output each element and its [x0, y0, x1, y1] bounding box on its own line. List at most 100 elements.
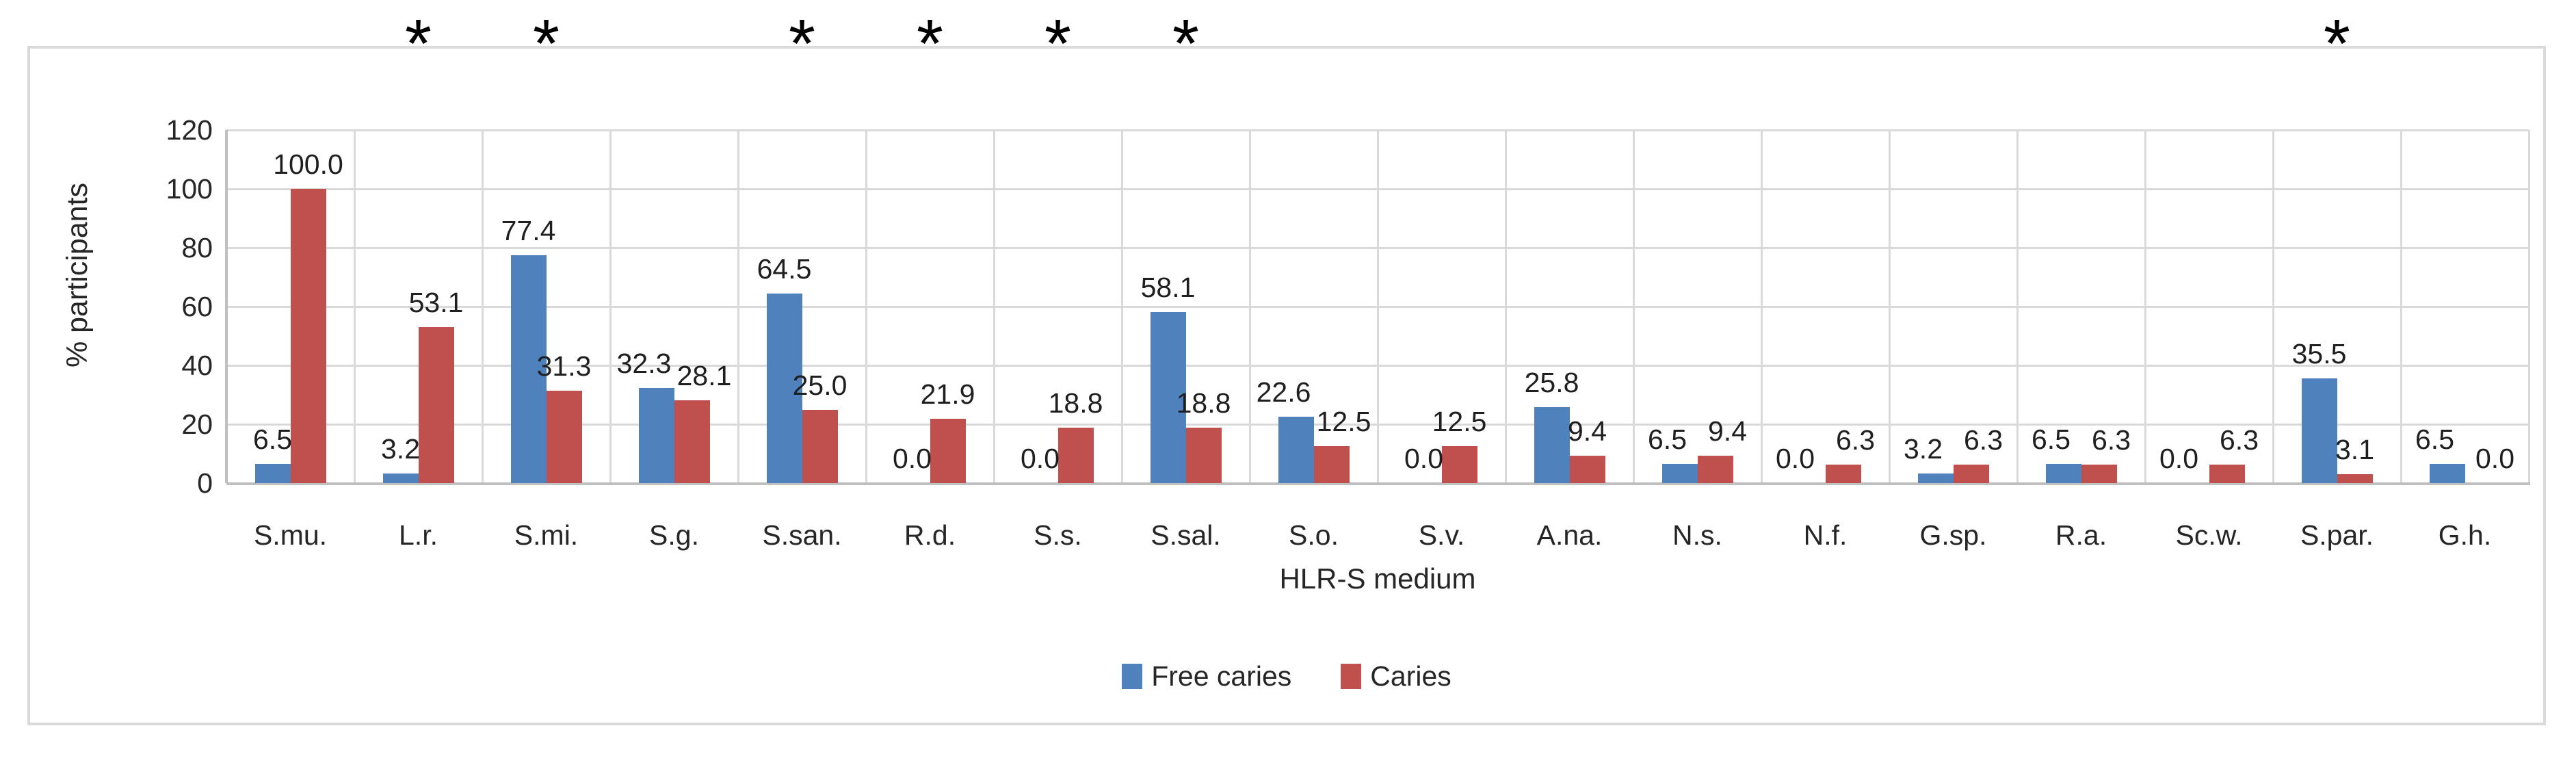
category-label-Spar: S.par. — [2300, 519, 2374, 551]
value-label-free-caries-Nf: 0.0 — [1776, 443, 1815, 474]
value-label-caries-Sv: 12.5 — [1432, 406, 1487, 438]
value-label-free-caries-Spar: 35.5 — [2291, 338, 2347, 370]
legend-swatch-free-caries — [1122, 663, 1143, 689]
gridline-x-11 — [1633, 130, 1635, 483]
value-label-caries-Gh: 0.0 — [2475, 443, 2514, 474]
value-label-free-caries-Sv: 0.0 — [1404, 443, 1443, 474]
value-label-free-caries-Ns: 6.5 — [1648, 424, 1687, 456]
bar-free-caries-Lr — [382, 474, 419, 483]
category-label-Ra: R.a. — [2055, 519, 2107, 551]
bar-caries-Nf — [1825, 464, 1861, 483]
category-label-Smi: S.mi. — [514, 519, 579, 551]
bar-caries-Rd — [930, 418, 966, 483]
value-label-free-caries-Ssan: 64.5 — [757, 252, 812, 285]
y-tick-60: 60 — [181, 291, 213, 322]
y-axis-line — [225, 130, 228, 483]
category-label-Smu: S.mu. — [253, 519, 328, 551]
x-axis-title: HLR-S medium — [1279, 562, 1476, 595]
legend-item-free-caries: Free caries — [1122, 659, 1291, 693]
value-label-free-caries-Ana: 25.8 — [1524, 367, 1579, 399]
significance-asterisk-Spar: * — [2324, 5, 2350, 82]
category-label-Ana: A.na. — [1536, 519, 1603, 551]
legend-label-caries: Caries — [1370, 660, 1451, 692]
gridline-x-13 — [1889, 130, 1891, 483]
category-label-Nf: N.f. — [1803, 519, 1848, 551]
gridline-x-18 — [2528, 130, 2530, 483]
bar-free-caries-Ra — [2045, 464, 2081, 483]
category-label-Rd: R.d. — [904, 519, 956, 551]
gridline-x-10 — [1505, 130, 1507, 483]
significance-asterisk-Rd: * — [917, 5, 943, 82]
value-label-free-caries-Scw: 0.0 — [2159, 443, 2198, 474]
bar-caries-Scw — [2209, 464, 2245, 483]
value-label-free-caries-Lr: 3.2 — [381, 433, 420, 465]
bar-caries-Ssal — [1185, 428, 1222, 483]
value-label-free-caries-Ra: 6.5 — [2032, 424, 2071, 456]
significance-asterisk-Lr: * — [405, 5, 432, 82]
bar-caries-Lr — [418, 326, 454, 483]
gridline-x-16 — [2272, 130, 2274, 483]
category-label-Ns: N.s. — [1672, 519, 1722, 551]
bar-caries-Gsp — [1953, 464, 1989, 483]
value-label-caries-Ss: 18.8 — [1048, 387, 1103, 419]
value-label-free-caries-Smi: 77.4 — [501, 215, 556, 247]
bar-caries-Ss — [1057, 428, 1094, 483]
significance-asterisk-Smi: * — [533, 5, 560, 82]
bar-caries-Ssan — [802, 409, 838, 483]
value-label-caries-Gsp: 6.3 — [1964, 424, 2003, 456]
bar-free-caries-Smi — [510, 255, 547, 483]
bar-free-caries-Smu — [254, 464, 291, 483]
gridline-x-17 — [2400, 130, 2402, 483]
value-label-caries-Ssan: 25.0 — [792, 369, 847, 401]
bar-free-caries-So — [1278, 416, 1314, 483]
bar-caries-Smi — [546, 391, 582, 483]
bar-caries-Ns — [1697, 455, 1733, 483]
y-tick-100: 100 — [166, 173, 213, 205]
category-label-Sg: S.g. — [649, 519, 699, 551]
bar-free-caries-Gh — [2429, 464, 2465, 483]
legend-item-caries: Caries — [1341, 659, 1451, 693]
bar-caries-Ra — [2081, 464, 2117, 483]
bar-caries-Ana — [1569, 455, 1605, 483]
category-label-Lr: L.r. — [399, 519, 438, 551]
category-label-Gh: G.h. — [2438, 519, 2492, 551]
y-tick-40: 40 — [181, 350, 213, 381]
bar-caries-Spar — [2337, 474, 2373, 483]
category-label-Sv: S.v. — [1418, 519, 1465, 551]
bar-free-caries-Gsp — [1917, 474, 1954, 483]
value-label-free-caries-Ss: 0.0 — [1021, 443, 1060, 474]
value-label-caries-Scw: 6.3 — [2220, 424, 2259, 456]
significance-asterisk-Ssal: * — [1172, 5, 1199, 82]
value-label-free-caries-Sg: 32.3 — [616, 348, 672, 380]
value-label-caries-So: 12.5 — [1316, 406, 1371, 438]
category-label-Ss: S.s. — [1034, 519, 1082, 551]
y-tick-0: 0 — [197, 467, 213, 499]
bar-caries-Sg — [674, 400, 710, 483]
value-label-caries-Smi: 31.3 — [536, 350, 592, 382]
value-label-free-caries-Gsp: 3.2 — [1904, 433, 1943, 465]
legend-label-free-caries: Free caries — [1151, 660, 1292, 692]
y-tick-80: 80 — [181, 232, 213, 263]
bar-free-caries-Ssan — [766, 293, 802, 483]
value-label-free-caries-So: 22.6 — [1256, 376, 1311, 408]
y-axis-title: % participants — [61, 182, 94, 368]
gridline-x-9 — [1377, 130, 1379, 483]
value-label-caries-Spar: 3.1 — [2335, 433, 2374, 465]
gridline-x-14 — [2016, 130, 2019, 483]
value-label-free-caries-Ssal: 58.1 — [1140, 272, 1196, 304]
value-label-caries-Ssal: 18.8 — [1176, 387, 1231, 419]
bar-free-caries-Ns — [1661, 464, 1698, 483]
value-label-caries-Ana: 9.4 — [1568, 415, 1607, 447]
legend-swatch-caries — [1341, 663, 1362, 689]
gridline-x-2 — [482, 130, 484, 483]
gridline-x-6 — [993, 130, 995, 483]
gridline-x-7 — [1121, 130, 1123, 483]
x-axis-line — [226, 482, 2530, 485]
significance-asterisk-Ssan: * — [789, 5, 815, 82]
gridline-x-5 — [865, 130, 867, 483]
value-label-caries-Sg: 28.1 — [676, 360, 732, 392]
category-label-Gsp: G.sp. — [1919, 519, 1987, 551]
value-label-free-caries-Gh: 6.5 — [2415, 424, 2454, 456]
value-label-caries-Lr: 53.1 — [408, 286, 464, 318]
